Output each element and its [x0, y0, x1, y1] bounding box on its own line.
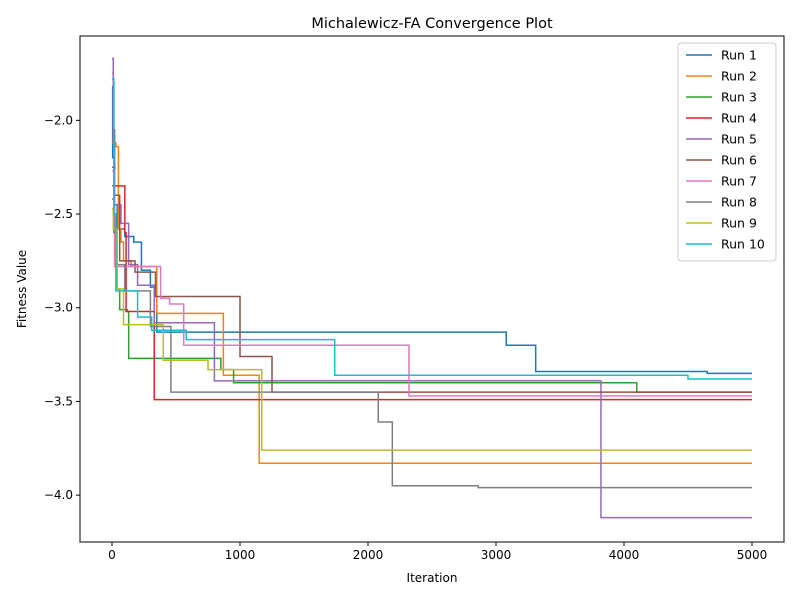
legend-label-run-8: Run 8	[721, 195, 757, 210]
y-tick-label: −4.0	[44, 488, 73, 502]
x-tick-label: 4000	[609, 548, 640, 562]
series-line-run-9	[112, 207, 752, 451]
plot-lines	[111, 57, 752, 519]
series-line-run-2	[112, 72, 752, 465]
y-tick-label: −3.0	[44, 301, 73, 315]
legend-label-run-3: Run 3	[721, 90, 757, 105]
x-tick-label: 5000	[737, 548, 768, 562]
series-line-run-10	[112, 78, 752, 380]
series-line-run-6	[112, 166, 752, 393]
legend-label-run-5: Run 5	[721, 132, 757, 147]
legend-label-run-7: Run 7	[721, 174, 757, 189]
y-axis-label: Fitness Value	[15, 250, 29, 328]
x-tick-label: 0	[108, 548, 116, 562]
legend-label-run-2: Run 2	[721, 69, 757, 84]
chart-title: Michalewicz-FA Convergence Plot	[311, 16, 553, 32]
y-tick-label: −2.0	[44, 113, 73, 127]
legend-label-run-1: Run 1	[721, 48, 757, 63]
x-tick-label: 2000	[353, 548, 384, 562]
series-line-run-7	[112, 170, 752, 397]
series-line-run-8	[112, 198, 752, 489]
y-tick-label: −2.5	[44, 207, 73, 221]
series-line-run-1	[111, 85, 752, 375]
legend-label-run-6: Run 6	[721, 153, 757, 168]
y-axis-ticks: −2.0 −2.5 −3.0 −3.5 −4.0	[44, 113, 80, 502]
legend-label-run-4: Run 4	[721, 111, 757, 126]
legend: Run 1 Run 2 Run 3 Run 4 Run 5 Run 6 Run 7 Run 8…	[677, 42, 777, 262]
legend-label-run-10: Run 10	[721, 237, 765, 252]
x-tick-label: 3000	[481, 548, 512, 562]
series-line-run-5	[112, 57, 752, 519]
x-tick-label: 1000	[225, 548, 256, 562]
x-axis-ticks: 0 1000 2000 3000 4000 5000	[108, 542, 767, 562]
plot-frame	[79, 35, 785, 543]
y-tick-label: −3.5	[44, 394, 73, 408]
x-axis-label: Iteration	[407, 571, 458, 585]
legend-label-run-9: Run 9	[721, 216, 757, 231]
